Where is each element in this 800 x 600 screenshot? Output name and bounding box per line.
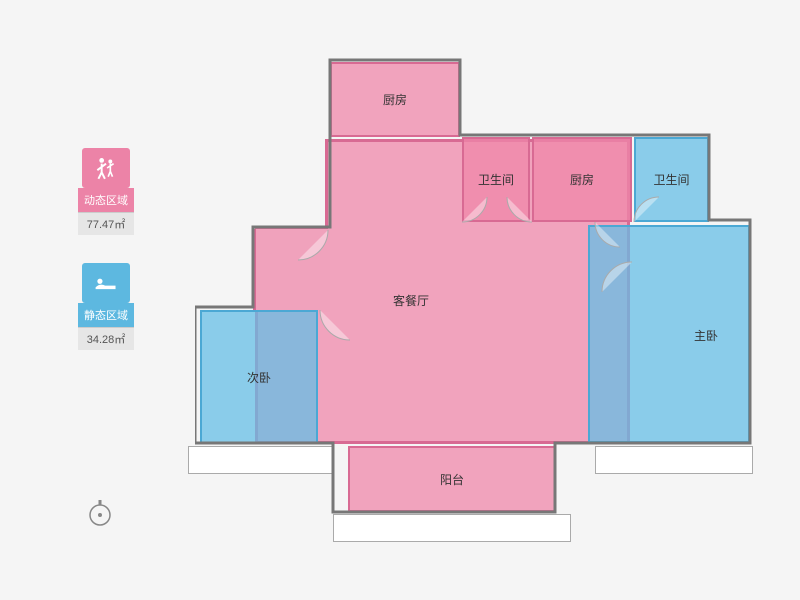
legend-static-label: 静态区域 [78, 303, 134, 327]
living-cutout-1 [255, 139, 328, 231]
window-sill-left [188, 446, 333, 474]
room-kitchen-top: 厨房 [330, 62, 460, 137]
room-kitchen-2: 厨房 [532, 137, 632, 222]
legend-panel: 动态区域 77.47㎡ 静态区域 34.28㎡ [78, 148, 134, 378]
floorplan-canvas: 客餐厅 厨房 卫生间 厨房 卫生间 次卧 主卧 阳台 [200, 62, 750, 552]
room-bathroom-1-label: 卫生间 [478, 171, 514, 188]
window-sill-center [333, 514, 571, 542]
room-kitchen-2-label: 厨房 [570, 171, 594, 188]
room-secondary-bedroom-label: 次卧 [247, 369, 271, 386]
legend-dynamic-value: 77.47㎡ [78, 212, 134, 235]
room-bathroom-2: 卫生间 [634, 137, 709, 222]
legend-dynamic-label: 动态区域 [78, 188, 134, 212]
legend-static-zone: 静态区域 34.28㎡ [78, 263, 134, 350]
room-master-bedroom-label: 主卧 [694, 327, 718, 344]
legend-static-value: 34.28㎡ [78, 327, 134, 350]
room-balcony-label: 阳台 [440, 471, 464, 488]
room-bathroom-2-label: 卫生间 [653, 171, 689, 188]
window-sill-right [595, 446, 753, 474]
living-border-patch [253, 229, 330, 312]
room-master-bedroom: 主卧 [588, 225, 750, 443]
compass-icon [85, 498, 115, 528]
room-kitchen-top-label: 厨房 [383, 91, 407, 108]
activity-icon [82, 148, 130, 188]
rest-icon [82, 263, 130, 303]
room-bathroom-1: 卫生间 [462, 137, 530, 222]
legend-dynamic-zone: 动态区域 77.47㎡ [78, 148, 134, 235]
room-secondary-bedroom: 次卧 [200, 310, 318, 444]
room-living-label: 客餐厅 [393, 292, 429, 309]
room-balcony: 阳台 [348, 446, 556, 512]
